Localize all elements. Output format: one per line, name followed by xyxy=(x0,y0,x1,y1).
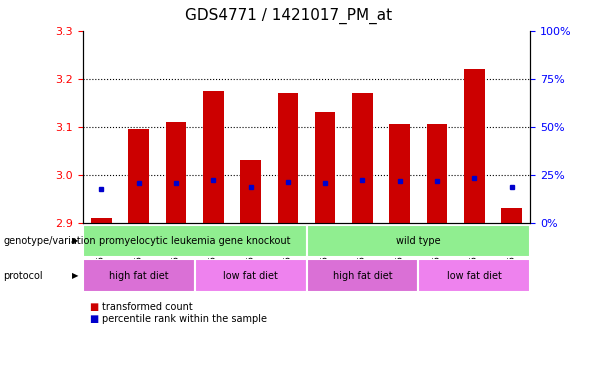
Bar xyxy=(83,225,306,257)
Bar xyxy=(464,69,484,223)
Text: ▶: ▶ xyxy=(72,237,78,245)
Bar xyxy=(278,93,298,223)
Text: wild type: wild type xyxy=(396,236,441,246)
Bar xyxy=(83,259,195,292)
Bar xyxy=(306,259,418,292)
Bar xyxy=(91,218,112,223)
Bar xyxy=(195,259,306,292)
Bar xyxy=(166,122,186,223)
Text: percentile rank within the sample: percentile rank within the sample xyxy=(102,314,267,324)
Bar xyxy=(389,124,410,223)
Text: low fat diet: low fat diet xyxy=(223,270,278,281)
Text: transformed count: transformed count xyxy=(102,302,193,312)
Bar xyxy=(240,161,261,223)
Text: promyelocytic leukemia gene knockout: promyelocytic leukemia gene knockout xyxy=(99,236,291,246)
Text: high fat diet: high fat diet xyxy=(109,270,169,281)
Bar xyxy=(501,208,522,223)
Bar xyxy=(306,225,530,257)
Text: high fat diet: high fat diet xyxy=(333,270,392,281)
Bar xyxy=(203,91,224,223)
Text: genotype/variation: genotype/variation xyxy=(3,236,96,246)
Text: low fat diet: low fat diet xyxy=(447,270,502,281)
Text: protocol: protocol xyxy=(3,270,43,281)
Bar xyxy=(418,259,530,292)
Text: ■: ■ xyxy=(89,314,98,324)
Bar xyxy=(315,113,335,223)
Text: GDS4771 / 1421017_PM_at: GDS4771 / 1421017_PM_at xyxy=(185,8,392,24)
Bar xyxy=(352,93,373,223)
Text: ■: ■ xyxy=(89,302,98,312)
Bar xyxy=(427,124,447,223)
Bar xyxy=(129,129,149,223)
Text: ▶: ▶ xyxy=(72,271,78,280)
